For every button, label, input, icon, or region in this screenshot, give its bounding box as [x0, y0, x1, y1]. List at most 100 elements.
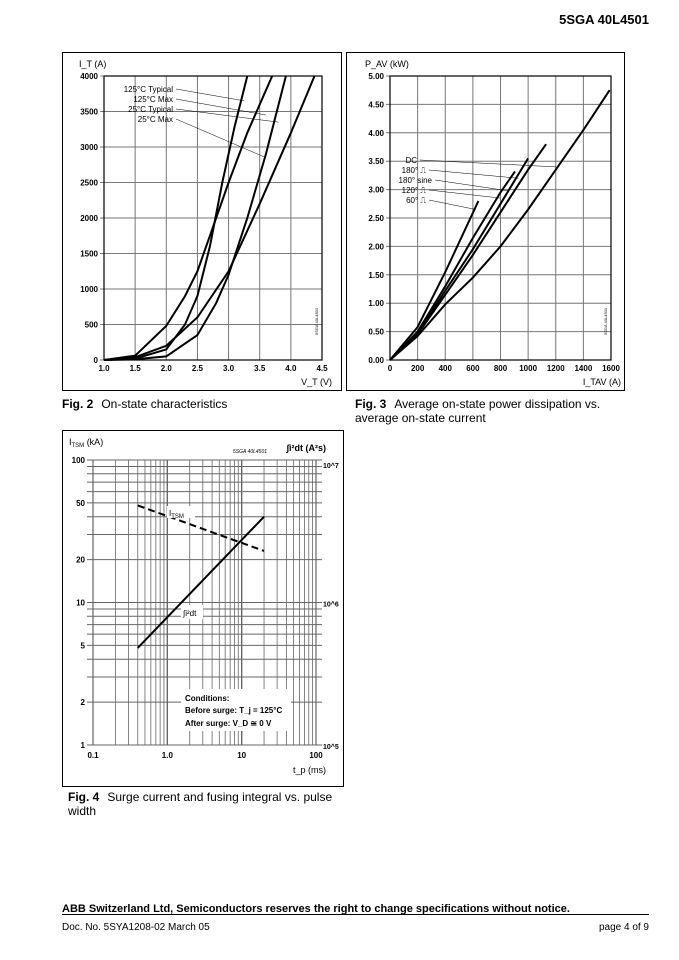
legend-leader-line — [175, 118, 267, 158]
series-line-0 — [103, 75, 249, 361]
legend-label: 180° ⎍ — [402, 166, 427, 175]
y-tick-label: 1500 — [80, 250, 98, 259]
label-bg — [181, 605, 203, 619]
footer-page-number: page 4 of 9 — [598, 922, 649, 933]
x-tick-label: 2.5 — [192, 364, 204, 373]
fig2-frame: 1.0 1.5 2.0 2.5 3.0 3.5 4.0 4.5 0 500 1000 1500 2000… — [62, 52, 342, 391]
y-tick-label: 3.50 — [368, 157, 384, 166]
annotation-bg — [181, 689, 291, 731]
x-tick-label: 4.5 — [316, 364, 328, 373]
legend-label: 125°C Typical — [124, 85, 174, 94]
legend-label: 60° ⎍ — [406, 196, 426, 205]
fig3-caption-text: Average on-state power dissipation vs. a… — [355, 397, 601, 425]
itsm-series-label: ITSM — [169, 509, 184, 520]
x-tick-label: 1000 — [519, 364, 537, 373]
plot-area-border — [103, 75, 323, 361]
y-tick-label: 3.00 — [368, 186, 384, 195]
y-tick-label: 20 — [76, 556, 85, 565]
x-axis-label: I_TAV (A) — [583, 377, 621, 387]
x-tick-label: 200 — [411, 364, 425, 373]
series-line-3 — [103, 75, 316, 361]
y2-axis-label: ∫i²dt (A²s) — [286, 443, 326, 453]
y2-tick-label: 10^7 — [323, 462, 339, 470]
footer-divider — [62, 914, 649, 915]
x-tick-label: 3.5 — [254, 364, 266, 373]
series-line-4 — [389, 200, 480, 361]
legend-leader-line — [434, 179, 508, 191]
x-tick-label: 4.0 — [285, 364, 297, 373]
y-tick-label: 0 — [94, 356, 99, 365]
document-title: 5SGA 40L4501 — [559, 12, 649, 27]
legend-leader-line — [419, 159, 556, 168]
footer-disclaimer: ABB Switzerland Ltd, Semiconductors rese… — [62, 903, 570, 915]
conditions-before-surge: Before surge: T_j = 125°C — [185, 706, 282, 715]
legend-leader-line — [428, 199, 476, 210]
fig3-label: Fig. 3 — [355, 397, 387, 411]
y-tick-label: 500 — [85, 321, 99, 330]
itsm-dashed-line — [137, 504, 265, 552]
y-tick-label: 4000 — [80, 72, 98, 81]
x-tick-label: 1400 — [574, 364, 592, 373]
y-tick-label: 1.50 — [368, 271, 384, 280]
y-tick-label: 100 — [72, 456, 86, 465]
legend-label: 120° ⎍ — [402, 186, 427, 195]
fig2-caption: Fig. 2 On-state characteristics — [62, 397, 332, 411]
conditions-after-surge: After surge: V_D ≅ 0 V — [185, 719, 272, 728]
watermark: 5SGA 40L4501 — [314, 307, 319, 335]
series-line-2 — [103, 75, 287, 361]
x-tick-label: 1.0 — [162, 751, 174, 760]
x-axis-label: t_p (ms) — [293, 765, 326, 775]
x-tick-label: 1600 — [602, 364, 620, 373]
fig4-caption-text: Surge current and fusing integral vs. pu… — [68, 790, 333, 818]
y-tick-label: 5 — [81, 641, 86, 650]
y-tick-label: 0.50 — [368, 328, 384, 337]
legend-leader-line — [175, 98, 266, 116]
x-tick-label: 10 — [237, 751, 246, 760]
legend-label: DC — [405, 156, 417, 165]
y-tick-label: 10 — [76, 599, 85, 608]
legend-label: 180° sine — [399, 176, 433, 185]
y2-tick-label: 10^5 — [323, 743, 339, 751]
legend-leader-line — [175, 108, 279, 123]
y-tick-label: 0.00 — [368, 356, 384, 365]
series-line-0 — [389, 89, 611, 361]
legend-leader-line — [175, 88, 245, 102]
fig4-chart: 0.1 1.0 10 10012510205010010^510^610^7ITSM … — [69, 437, 339, 775]
y-tick-label: 2.00 — [368, 242, 384, 251]
y-tick-label: 2.50 — [368, 214, 384, 223]
x-tick-label: 3.0 — [223, 364, 235, 373]
i2t-solid-line — [137, 516, 265, 649]
x-tick-label: 400 — [439, 364, 453, 373]
x-tick-label: 2.0 — [161, 364, 173, 373]
y-tick-label: 2000 — [80, 214, 98, 223]
watermark: 5SGA 40L4501 — [603, 307, 608, 335]
y-tick-label: 1000 — [80, 285, 98, 294]
fig2-caption-text: On-state characteristics — [101, 397, 228, 411]
x-axis-label: V_T (V) — [301, 377, 332, 387]
x-tick-label: 800 — [494, 364, 508, 373]
y-axis-label: I_T (A) — [79, 59, 106, 69]
series-line-1 — [103, 75, 274, 361]
y-tick-label: 3500 — [80, 108, 98, 117]
y2-tick-label: 10^6 — [323, 601, 339, 609]
x-tick-label: 100 — [309, 751, 323, 760]
y-tick-label: 1.00 — [368, 299, 384, 308]
legend-label: 125°C Max — [133, 95, 173, 104]
y-tick-label: 50 — [76, 499, 85, 508]
legend-leader-line — [428, 189, 501, 199]
y-axis-label: ITSM (kA) — [69, 437, 103, 449]
series-line-3 — [389, 170, 516, 361]
y-axis-label: P_AV (kW) — [365, 59, 409, 69]
fig2-label: Fig. 2 — [62, 397, 94, 411]
fig4-label: Fig. 4 — [68, 790, 100, 804]
y-tick-label: 2500 — [80, 179, 98, 188]
x-tick-label: 600 — [466, 364, 480, 373]
y-tick-label: 5.00 — [368, 72, 384, 81]
footer-doc-number: Doc. No. 5SYA1208-02 March 05 — [62, 922, 210, 933]
y-tick-label: 4.00 — [368, 129, 384, 138]
fig3-frame: 0 200 400 600 800 1000 1200 1400 1600 0.00 0.50 1.0… — [346, 52, 625, 391]
y-tick-label: 4.50 — [368, 100, 384, 109]
fig3-chart: 0 200 400 600 800 1000 1200 1400 1600 0.00 0.50 1.0… — [365, 59, 621, 387]
legend-label: 25°C Max — [138, 115, 173, 124]
